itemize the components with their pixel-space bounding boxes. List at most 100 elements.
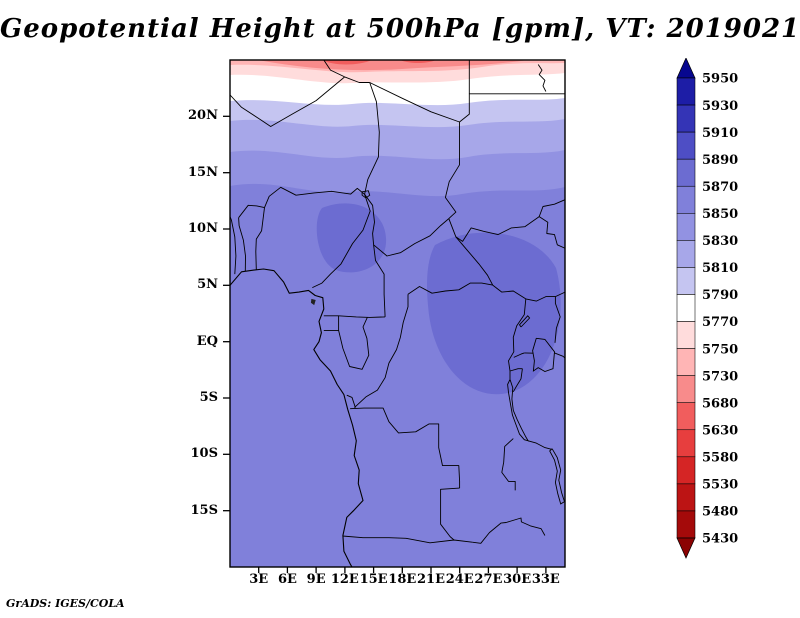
country-border — [238, 217, 246, 272]
country-border — [373, 218, 450, 257]
colorbar-label: 5480 — [702, 505, 738, 520]
colorbar-label: 5910 — [702, 126, 738, 141]
lake-outline — [532, 337, 555, 372]
colorbar-segment — [676, 213, 696, 241]
colorbar-arrow-top — [676, 57, 696, 79]
colorbar-arrow-bottom — [676, 537, 696, 559]
country-border — [346, 394, 356, 408]
colorbar-segment — [676, 402, 696, 431]
colorbar-label: 5580 — [702, 451, 738, 466]
colorbar-label: 5850 — [702, 207, 738, 222]
colorbar-segment — [676, 456, 696, 485]
y-tick-label: 20N — [188, 108, 218, 124]
colorbar-segment — [676, 348, 696, 376]
country-border — [472, 517, 546, 544]
country-border — [448, 218, 494, 286]
colorbar: 5950 5930 5910 5890 5870 5850 5830 5810 5790 5770… — [675, 57, 787, 564]
colorbar-segment — [676, 294, 696, 322]
country-border — [455, 216, 540, 242]
y-tick-label: 5N — [197, 277, 218, 293]
contour-fill — [230, 60, 565, 567]
country-border — [508, 298, 527, 380]
country-border — [537, 64, 547, 92]
lake-outline — [507, 379, 530, 442]
colorbar-segment — [676, 375, 696, 403]
colorbar-segment — [676, 267, 696, 295]
country-border — [501, 438, 516, 491]
lake-outline — [361, 190, 371, 199]
coastline — [230, 268, 364, 567]
country-border — [344, 76, 370, 83]
country-border — [509, 368, 523, 372]
country-border — [512, 368, 523, 393]
country-border — [369, 82, 460, 123]
country-border — [255, 207, 265, 270]
country-border — [407, 282, 493, 295]
country-border — [238, 204, 265, 218]
country-border — [468, 60, 565, 95]
colorbar-label: 5430 — [702, 532, 738, 547]
attribution-text: GrADS: IGES/COLA — [6, 597, 125, 610]
country-border — [354, 294, 409, 408]
colorbar-segment — [676, 483, 696, 512]
country-border — [323, 60, 345, 78]
colorbar-segment — [676, 185, 696, 214]
country-border — [459, 93, 470, 123]
colorbar-segment — [676, 104, 696, 133]
colorbar-label: 5730 — [702, 369, 738, 384]
colorbar-segment — [676, 429, 696, 458]
colorbar-segment — [676, 510, 696, 539]
lake-outline — [549, 448, 565, 505]
colorbar-label: 5530 — [702, 478, 738, 493]
country-border — [527, 440, 552, 450]
country-border — [230, 216, 237, 275]
country-border — [350, 407, 461, 489]
y-tick-label: 10S — [190, 446, 218, 462]
figure-title: Geopotential Height at 500hPa [gpm], VT:… — [0, 14, 800, 44]
y-tick-label: 15S — [190, 502, 218, 518]
lake-outline — [518, 315, 531, 328]
colorbar-label: 5810 — [702, 261, 738, 276]
country-border — [373, 244, 386, 317]
colorbar-label: 5890 — [702, 153, 738, 168]
y-tick-label: 10N — [188, 221, 218, 236]
country-border — [323, 315, 386, 318]
colorbar-label: 5770 — [702, 315, 738, 330]
y-tick-label: EQ — [196, 333, 218, 349]
map-svg — [223, 59, 566, 573]
colorbar-segment — [676, 77, 696, 106]
colorbar-label: 5830 — [702, 234, 738, 249]
country-border — [492, 284, 527, 300]
country-border — [554, 296, 561, 343]
colorbar-label: 5750 — [702, 342, 738, 357]
colorbar-label: 5930 — [702, 99, 738, 114]
y-tick-label: 15N — [188, 164, 218, 180]
colorbar-label: 5680 — [702, 396, 738, 411]
country-border — [444, 122, 460, 219]
map-frame — [223, 59, 566, 573]
colorbar-label: 5790 — [702, 288, 738, 303]
colorbar-svg: 5950 5930 5910 5890 5870 5850 5830 5810 5790 5770… — [676, 57, 738, 559]
country-border — [513, 352, 525, 358]
colorbar-label: 5870 — [702, 180, 738, 195]
country-border — [525, 291, 565, 302]
colorbar-label: 5950 — [702, 72, 738, 87]
country-border — [312, 194, 371, 289]
colorbar-segment — [676, 240, 696, 268]
y-tick-label: 5S — [199, 390, 218, 405]
country-border — [364, 194, 375, 245]
colorbar-segment — [676, 321, 696, 349]
country-border — [230, 76, 345, 127]
map-plot — [218, 56, 578, 582]
lakes — [310, 190, 565, 505]
country-border — [440, 487, 460, 541]
country-border — [364, 82, 380, 195]
bioko-island — [310, 298, 316, 306]
colorbar-label: 5630 — [702, 424, 738, 439]
country-border — [342, 535, 473, 544]
country-border — [538, 199, 565, 249]
colorbar-segment — [676, 131, 696, 160]
country-border — [264, 186, 365, 208]
colorbar-segment — [676, 158, 696, 187]
